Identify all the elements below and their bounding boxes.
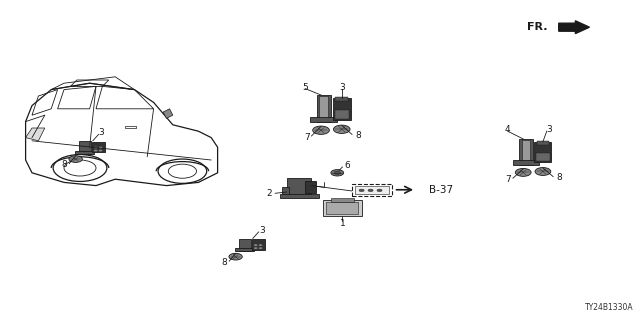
Circle shape bbox=[359, 189, 364, 192]
Bar bbox=[537, 141, 549, 145]
Circle shape bbox=[368, 189, 373, 192]
Bar bbox=[513, 160, 539, 165]
Circle shape bbox=[333, 125, 350, 133]
Bar bbox=[287, 178, 311, 195]
Bar bbox=[326, 202, 358, 214]
Circle shape bbox=[94, 150, 97, 151]
Bar bbox=[536, 153, 550, 162]
Text: 4: 4 bbox=[505, 125, 511, 134]
Text: TY24B1330A: TY24B1330A bbox=[585, 303, 634, 312]
Bar bbox=[252, 239, 266, 250]
Bar bbox=[310, 117, 337, 122]
Bar bbox=[92, 142, 106, 152]
Circle shape bbox=[334, 171, 340, 174]
Polygon shape bbox=[163, 109, 173, 118]
Bar bbox=[335, 110, 349, 119]
Bar bbox=[335, 97, 348, 101]
Bar bbox=[522, 140, 530, 162]
Bar bbox=[355, 186, 389, 194]
Text: 1: 1 bbox=[340, 219, 345, 228]
Circle shape bbox=[229, 253, 243, 260]
Bar bbox=[79, 141, 91, 154]
Bar bbox=[305, 181, 316, 193]
Circle shape bbox=[99, 150, 102, 151]
Circle shape bbox=[331, 170, 344, 176]
Circle shape bbox=[535, 168, 551, 175]
FancyArrow shape bbox=[559, 21, 589, 34]
Circle shape bbox=[254, 244, 257, 246]
Text: 2: 2 bbox=[266, 189, 271, 198]
Text: 3: 3 bbox=[260, 226, 265, 235]
Circle shape bbox=[515, 168, 531, 176]
Text: 8: 8 bbox=[557, 173, 563, 182]
Text: B-37: B-37 bbox=[429, 185, 453, 195]
Bar bbox=[280, 194, 319, 198]
Text: FR.: FR. bbox=[527, 22, 547, 32]
Text: 5: 5 bbox=[303, 83, 308, 92]
Bar bbox=[319, 96, 328, 120]
Text: 8: 8 bbox=[221, 258, 227, 267]
Text: 3: 3 bbox=[339, 83, 344, 92]
Circle shape bbox=[259, 247, 262, 249]
Bar bbox=[125, 126, 136, 128]
Bar bbox=[235, 248, 255, 251]
Text: 8: 8 bbox=[355, 131, 360, 140]
Circle shape bbox=[377, 189, 382, 192]
Text: 3: 3 bbox=[99, 128, 104, 137]
Circle shape bbox=[259, 244, 262, 246]
Circle shape bbox=[99, 147, 102, 148]
Polygon shape bbox=[26, 128, 45, 141]
Bar bbox=[282, 187, 289, 195]
Bar bbox=[534, 142, 552, 162]
Bar bbox=[323, 200, 362, 216]
Circle shape bbox=[94, 147, 97, 148]
Bar bbox=[239, 239, 251, 251]
Circle shape bbox=[313, 126, 330, 134]
Bar bbox=[333, 98, 351, 120]
Text: 6: 6 bbox=[344, 161, 349, 170]
Bar bbox=[75, 151, 95, 154]
Bar bbox=[317, 95, 331, 122]
Circle shape bbox=[254, 247, 257, 249]
Text: 8: 8 bbox=[61, 160, 67, 169]
Text: 7: 7 bbox=[505, 175, 511, 184]
Bar bbox=[519, 139, 532, 165]
Bar bbox=[331, 198, 354, 202]
Circle shape bbox=[69, 156, 83, 163]
Text: 3: 3 bbox=[547, 125, 552, 134]
Text: 7: 7 bbox=[304, 133, 310, 142]
